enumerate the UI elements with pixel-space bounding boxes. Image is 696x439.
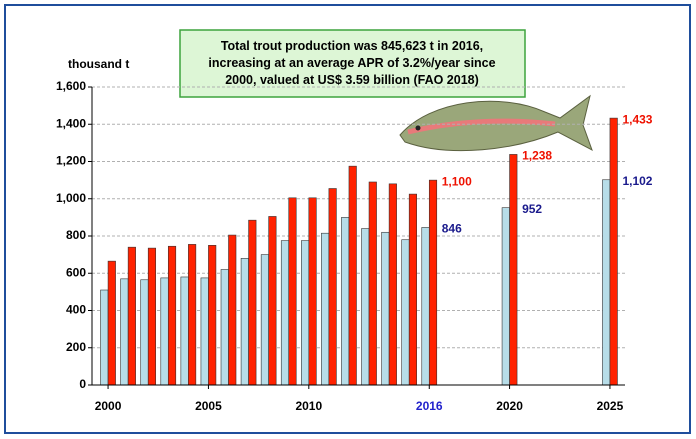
bar	[389, 184, 397, 385]
bar	[168, 246, 176, 385]
bar	[382, 232, 390, 385]
bar	[101, 290, 109, 385]
y-tick-label: 1,000	[56, 191, 86, 205]
value-label: 1,100	[442, 174, 472, 188]
bar	[201, 278, 209, 385]
bar	[221, 270, 229, 385]
bar	[269, 216, 277, 385]
bar	[281, 241, 289, 385]
value-label: 952	[522, 202, 542, 216]
bar	[409, 194, 417, 385]
bar	[429, 180, 437, 385]
bar	[321, 233, 329, 385]
bar	[261, 255, 269, 385]
y-tick-label: 1,400	[56, 116, 86, 130]
x-tick-label: 2010	[295, 399, 322, 413]
bar	[362, 229, 370, 385]
bar	[208, 245, 216, 385]
bar	[108, 261, 116, 385]
bar	[188, 244, 196, 385]
bar	[369, 182, 377, 385]
bar	[128, 247, 136, 385]
y-tick-label: 0	[79, 377, 86, 391]
bar	[309, 198, 317, 385]
value-label: 1,238	[522, 149, 552, 163]
bar	[148, 248, 156, 385]
value-label: 1,102	[622, 174, 652, 188]
bar	[289, 198, 297, 385]
chart-title: Total trout production was 845,623 t in …	[208, 39, 495, 87]
x-tick-label: 2016	[416, 399, 443, 413]
y-axis-label: thousand t	[68, 57, 129, 71]
bar	[329, 189, 337, 385]
y-tick-label: 600	[66, 265, 86, 279]
x-tick-label: 2025	[597, 399, 624, 413]
bar	[422, 227, 430, 385]
bar	[161, 278, 169, 385]
bar	[349, 166, 357, 385]
bar	[502, 208, 510, 385]
y-tick-label: 200	[66, 340, 86, 354]
bar	[181, 277, 189, 385]
chart: Total trout production was 845,623 t in …	[0, 0, 696, 439]
x-tick-label: 2000	[95, 399, 122, 413]
y-tick-label: 400	[66, 303, 86, 317]
x-tick-label: 2005	[195, 399, 222, 413]
y-tick-label: 800	[66, 228, 86, 242]
bar	[141, 280, 149, 385]
bar	[341, 217, 349, 385]
value-label: 846	[442, 222, 462, 236]
y-tick-label: 1,600	[56, 79, 86, 93]
y-tick-label: 1,200	[56, 154, 86, 168]
bar	[229, 235, 237, 385]
bar	[610, 118, 618, 385]
bar	[249, 220, 257, 385]
bar	[241, 258, 249, 385]
bar	[402, 240, 410, 385]
bar	[602, 180, 610, 385]
bar	[301, 241, 309, 385]
bar	[510, 154, 518, 385]
value-label: 1,433	[622, 112, 652, 126]
x-tick-label: 2020	[496, 399, 523, 413]
bar	[121, 279, 129, 385]
